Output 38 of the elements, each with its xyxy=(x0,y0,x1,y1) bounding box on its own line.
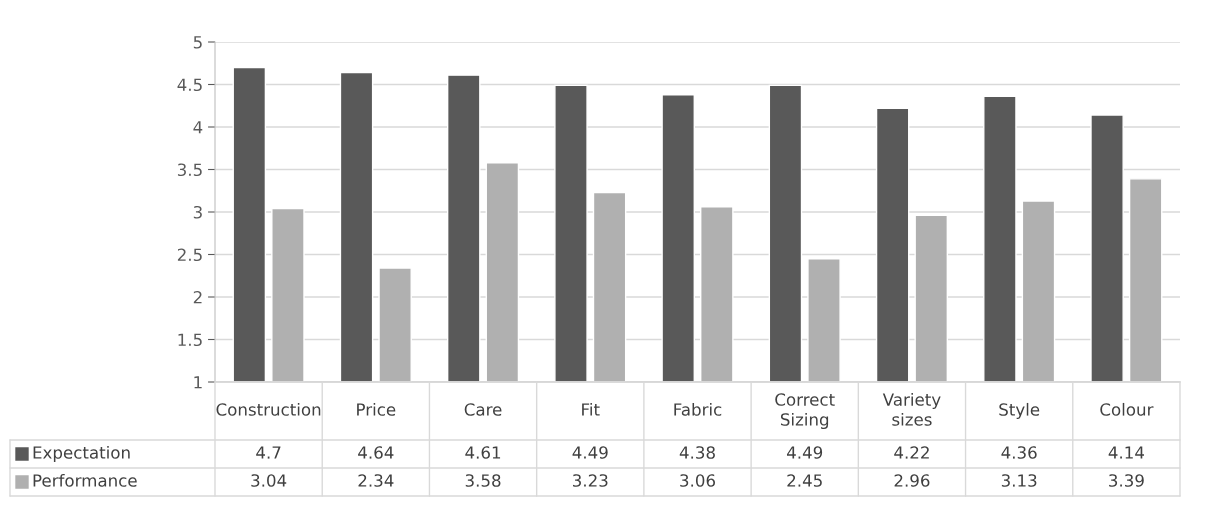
x-tick-label: Fit xyxy=(582,402,600,416)
data-label: 4.38 xyxy=(679,446,715,459)
y-tick-label: 5 xyxy=(193,36,202,49)
data-label: 4.36 xyxy=(1001,446,1037,459)
y-tick-label: 3.5 xyxy=(177,163,202,177)
x-tick-label: Correct Sizing xyxy=(775,393,835,430)
legend-label: Expectation xyxy=(33,445,130,463)
data-label: 4.49 xyxy=(572,446,608,459)
data-label: 4.64 xyxy=(358,446,394,459)
data-label: 3.39 xyxy=(1109,474,1144,487)
legend-label: Performance xyxy=(33,473,137,487)
data-label: 4.22 xyxy=(894,446,929,459)
data-label: 4.61 xyxy=(465,446,501,459)
data-label: 2.96 xyxy=(894,474,930,487)
x-tick-label: Price xyxy=(357,402,396,416)
data-label: 4.49 xyxy=(786,446,823,459)
data-label: 3.06 xyxy=(680,474,716,487)
data-label: 3.58 xyxy=(465,474,501,487)
y-tick-label: 1 xyxy=(194,376,202,389)
data-label: 2.34 xyxy=(358,474,394,487)
x-tick-label: Fabric xyxy=(674,402,722,416)
data-label: 3.04 xyxy=(251,474,287,487)
x-tick-label: Construction xyxy=(216,402,321,416)
data-label: 4.14 xyxy=(1108,446,1145,459)
y-tick-label: 2 xyxy=(193,290,202,304)
x-tick-label: Care xyxy=(464,403,502,416)
x-tick-label: Variety sizes xyxy=(882,392,941,426)
x-tick-label: Style xyxy=(999,402,1040,420)
data-label: 3.13 xyxy=(1001,474,1037,487)
y-tick-label: 4.5 xyxy=(177,78,202,92)
x-tick-label: Colour xyxy=(1100,402,1154,416)
y-tick-label: 2.5 xyxy=(177,248,202,262)
data-label: 2.45 xyxy=(787,474,822,487)
data-label: 4.7 xyxy=(256,446,281,459)
y-tick-label: 3 xyxy=(193,205,202,219)
data-label: 3.23 xyxy=(572,474,608,487)
y-tick-label: 4 xyxy=(193,121,203,134)
y-tick-label: 1.5 xyxy=(178,333,202,347)
